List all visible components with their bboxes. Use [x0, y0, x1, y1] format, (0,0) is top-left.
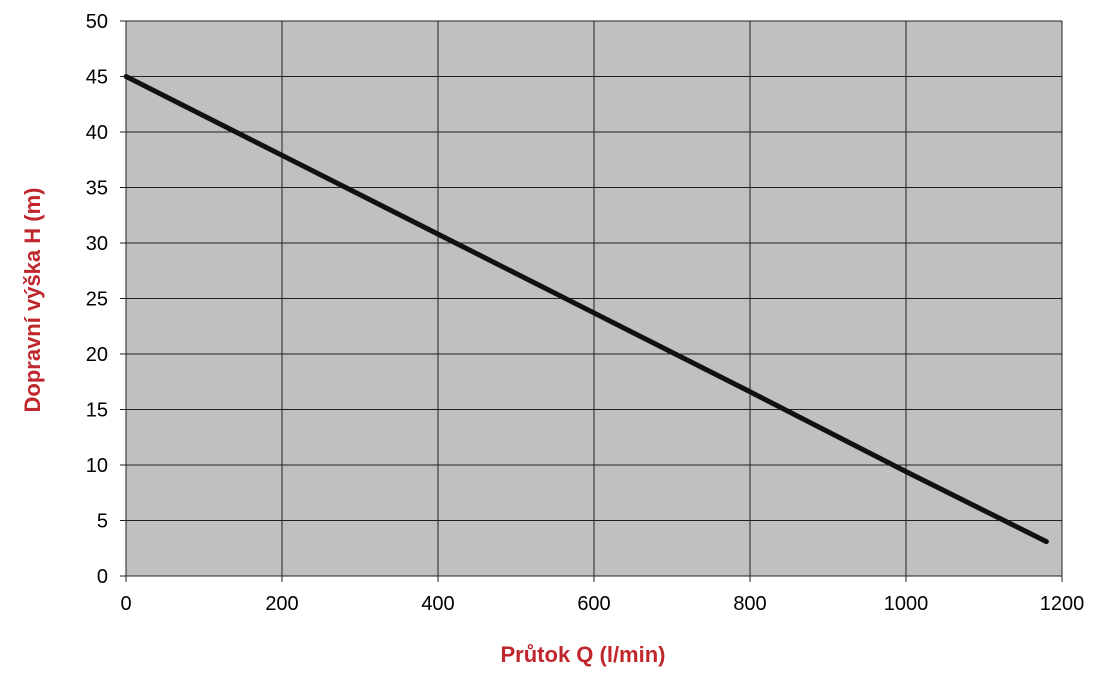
y-tick-label: 20 [86, 344, 108, 366]
x-tick-label: 0 [120, 593, 131, 615]
y-tick-label: 50 [86, 11, 108, 33]
series-layer [123, 74, 1049, 545]
x-tick-label: 1200 [1040, 593, 1085, 615]
x-tick-label: 200 [265, 593, 298, 615]
x-tick-label: 400 [421, 593, 454, 615]
y-tick-label: 15 [86, 400, 108, 422]
y-tick-label: 0 [97, 566, 108, 588]
y-tick-label: 30 [86, 233, 108, 255]
x-axis-title: Průtok Q (l/min) [501, 642, 666, 667]
y-tick-label: 35 [86, 178, 108, 200]
x-tick-label: 1000 [884, 593, 929, 615]
y-tick-label: 45 [86, 67, 108, 89]
y-tick-label: 40 [86, 122, 108, 144]
series-line [123, 74, 1049, 545]
y-axis-ticks: 0 5 10 15 20 25 30 35 40 45 50 [86, 11, 126, 588]
y-tick-label: 25 [86, 289, 108, 311]
x-tick-label: 800 [733, 593, 766, 615]
y-tick-label: 10 [86, 455, 108, 477]
x-axis-ticks: 0 200 400 600 800 1000 1200 [120, 576, 1084, 615]
y-tick-label: 5 [97, 511, 108, 533]
y-axis-title: Dopravní výška H (m) [20, 188, 45, 413]
x-tick-label: 600 [577, 593, 610, 615]
